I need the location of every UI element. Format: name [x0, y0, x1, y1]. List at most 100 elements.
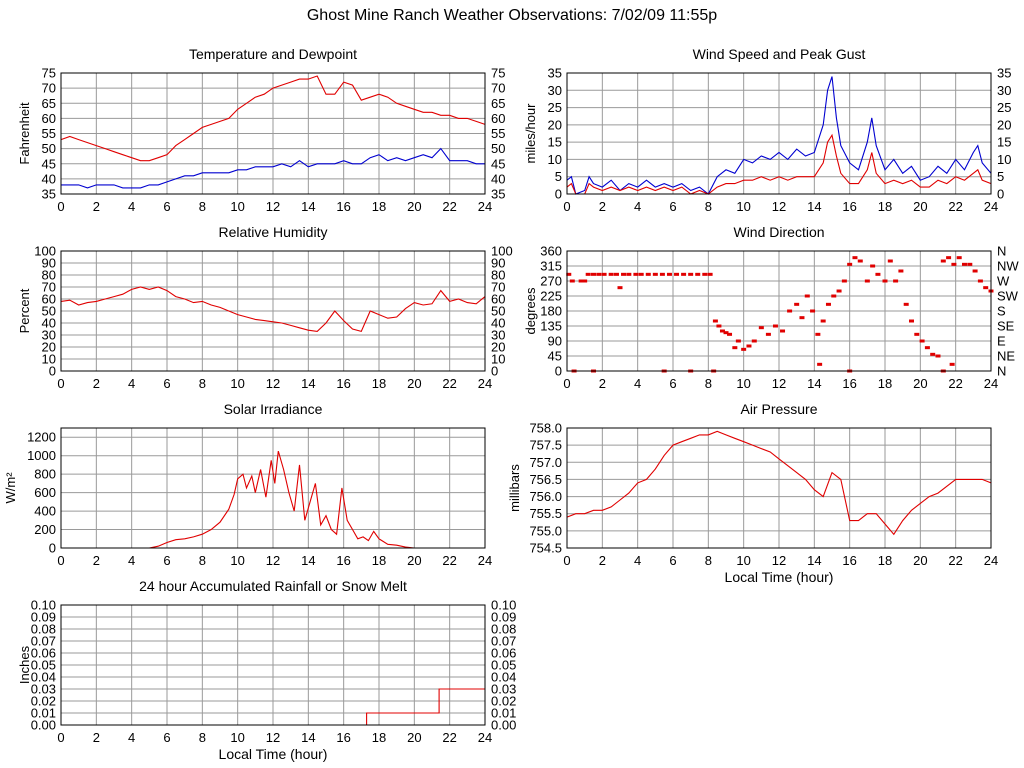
data-point — [716, 324, 722, 328]
x-tick-label: 20 — [407, 199, 421, 214]
x-tick-label: 18 — [878, 199, 892, 214]
y-tick-label: 50 — [42, 304, 56, 319]
x-tick-label: 0 — [57, 376, 64, 391]
y-tick-label: 70 — [42, 280, 56, 295]
wind-speed-frame — [566, 72, 992, 195]
data-point — [674, 272, 680, 276]
x-tick-label: 2 — [93, 376, 100, 391]
y-tick-label-right: 90 — [491, 256, 505, 271]
y-tick-label: 180 — [540, 304, 562, 319]
data-point — [864, 279, 870, 283]
y-tick-label: 1200 — [27, 430, 56, 445]
y-tick-label-right: 100 — [491, 244, 513, 259]
data-point — [956, 256, 962, 260]
data-point — [935, 354, 941, 358]
y-tick-label: 20 — [548, 117, 562, 132]
data-point — [578, 279, 584, 283]
data-point — [972, 269, 978, 273]
y-tick-label: 45 — [548, 349, 562, 364]
data-point — [617, 286, 623, 290]
y-tick-label: 757.5 — [529, 438, 562, 453]
data-point — [949, 362, 955, 366]
y-tick-label: 1000 — [27, 448, 56, 463]
x-tick-label: 14 — [807, 199, 821, 214]
data-point — [621, 272, 627, 276]
y-tick-label: 135 — [540, 319, 562, 334]
x-tick-label: 8 — [705, 553, 712, 568]
x-tick-label: 22 — [948, 376, 962, 391]
y-tick-label-right: 0.09 — [491, 610, 516, 625]
y-tick-label-right: 15 — [997, 135, 1011, 150]
y-tick-label: 20 — [42, 340, 56, 355]
x-tick-label: 24 — [478, 376, 492, 391]
x-tick-label: 22 — [948, 199, 962, 214]
data-point — [719, 329, 725, 333]
x-tick-label: 8 — [705, 199, 712, 214]
data-point — [930, 352, 936, 356]
data-point — [735, 339, 741, 343]
y-tick-label: 30 — [548, 83, 562, 98]
y-tick-label-right: NW — [997, 259, 1019, 274]
y-tick-label-right: 0 — [491, 364, 498, 379]
x-tick-label: 4 — [128, 376, 135, 391]
x-tick-label: 10 — [736, 199, 750, 214]
x-tick-label: 18 — [372, 199, 386, 214]
data-point — [772, 324, 778, 328]
data-point — [723, 331, 729, 335]
x-tick-label: 10 — [230, 553, 244, 568]
x-tick-label: 6 — [163, 199, 170, 214]
y-tick-label: 200 — [34, 522, 56, 537]
data-point — [638, 272, 644, 276]
x-tick-label: 14 — [301, 730, 315, 745]
x-tick-label: 2 — [93, 199, 100, 214]
y-tick-label: 0.03 — [31, 682, 56, 697]
y-tick-label: 225 — [540, 289, 562, 304]
data-point — [702, 272, 708, 276]
x-tick-label: 24 — [478, 199, 492, 214]
data-point — [804, 294, 810, 298]
y-tick-label-right: 60 — [491, 292, 505, 307]
data-point — [741, 347, 747, 351]
y-tick-label-right: 0.04 — [491, 670, 516, 685]
series-line-red — [60, 75, 486, 162]
pressure-frame — [566, 427, 992, 549]
y-tick-label: 100 — [34, 244, 56, 259]
y-tick-label-right: 20 — [997, 117, 1011, 132]
y-tick-label: 10 — [42, 352, 56, 367]
y-tick-label-right: 35 — [997, 66, 1011, 81]
y-tick-label-right: 80 — [491, 268, 505, 283]
y-tick-label-right: 55 — [491, 126, 505, 141]
y-tick-label: 55 — [42, 126, 56, 141]
data-point — [732, 346, 738, 350]
x-tick-label: 16 — [842, 553, 856, 568]
y-tick-label: 5 — [555, 169, 562, 184]
x-tick-label: 8 — [199, 730, 206, 745]
data-point — [799, 316, 805, 320]
y-tick-label: 800 — [34, 467, 56, 482]
data-point — [898, 269, 904, 273]
humidity-ylabel: Percent — [17, 288, 32, 333]
data-point — [591, 272, 596, 276]
y-tick-label-right: SW — [997, 289, 1019, 304]
x-tick-label: 20 — [913, 553, 927, 568]
y-tick-label-right: N — [997, 244, 1006, 259]
data-point — [608, 272, 614, 276]
x-tick-label: 6 — [669, 376, 676, 391]
y-tick-label-right: 70 — [491, 81, 505, 96]
x-tick-label: 20 — [913, 376, 927, 391]
data-point — [914, 332, 920, 336]
y-tick-label: 60 — [42, 292, 56, 307]
y-tick-label: 75 — [42, 66, 56, 81]
y-tick-label: 0.05 — [31, 658, 56, 673]
x-tick-label: 0 — [57, 730, 64, 745]
y-tick-label: 70 — [42, 81, 56, 96]
x-tick-label: 14 — [301, 199, 315, 214]
y-tick-label-right: 5 — [997, 169, 1004, 184]
data-point — [601, 272, 607, 276]
x-tick-label: 0 — [57, 553, 64, 568]
x-tick-label: 18 — [372, 376, 386, 391]
